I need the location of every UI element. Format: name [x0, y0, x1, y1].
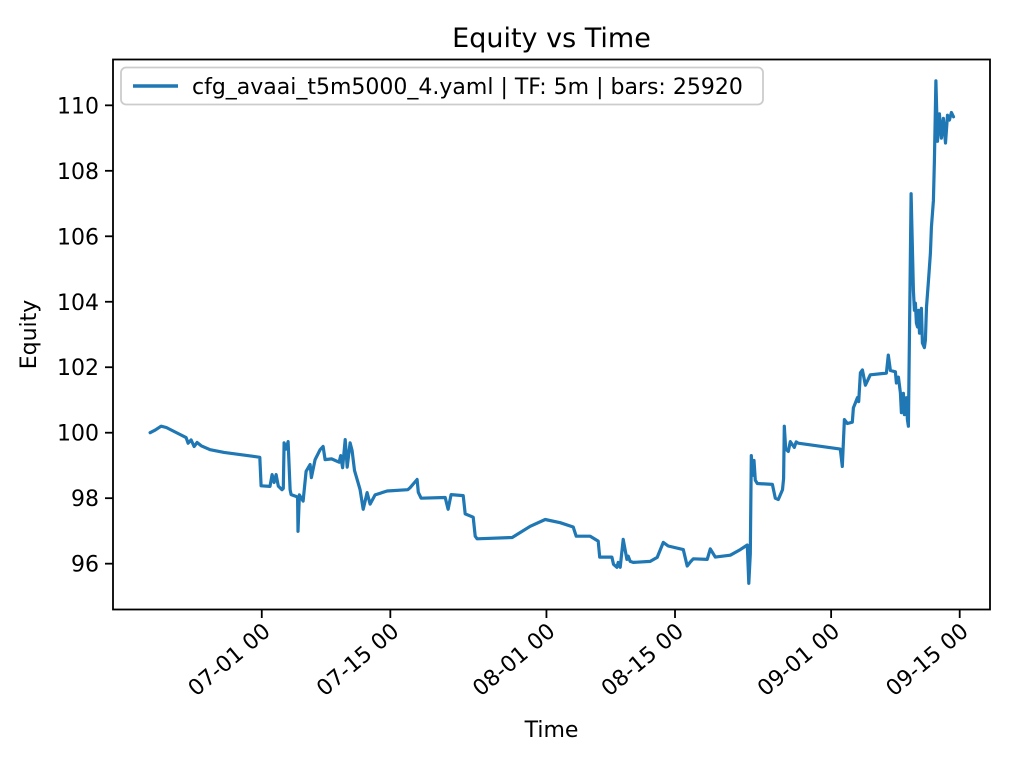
chart-title: Equity vs Time [452, 23, 651, 54]
y-axis-ticks: 96 98 100 102 104 106 108 110 [57, 94, 113, 578]
x-axis-ticks: 07-01 00 07-15 00 08-01 00 08-15 00 09-01 00… [184, 609, 974, 702]
legend-label: cfg_avaai_t5m5000_4.yaml | TF: 5m | bars… [192, 75, 743, 100]
y-tick-label: 102 [57, 356, 99, 381]
x-tick-label: 07-15 00 [312, 619, 404, 702]
y-tick-label: 110 [57, 94, 99, 119]
y-tick-label: 106 [57, 225, 99, 250]
equity-line-series [148, 79, 956, 585]
legend: cfg_avaai_t5m5000_4.yaml | TF: 5m | bars… [120, 66, 764, 106]
plot-area [112, 58, 991, 611]
y-tick-label: 96 [71, 553, 99, 578]
y-tick-label: 108 [57, 160, 99, 185]
x-tick-label: 08-01 00 [468, 619, 560, 702]
y-tick-label: 98 [71, 487, 99, 512]
x-axis-label: Time [524, 718, 579, 743]
y-tick-label: 104 [57, 291, 99, 316]
legend-box [120, 66, 764, 106]
y-axis-label: Equity [17, 300, 42, 370]
x-tick-label: 07-01 00 [184, 619, 276, 702]
x-tick-label: 09-15 00 [882, 619, 974, 702]
x-tick-label: 09-01 00 [753, 619, 845, 702]
y-tick-label: 100 [57, 422, 99, 447]
x-tick-label: 08-15 00 [597, 619, 689, 702]
